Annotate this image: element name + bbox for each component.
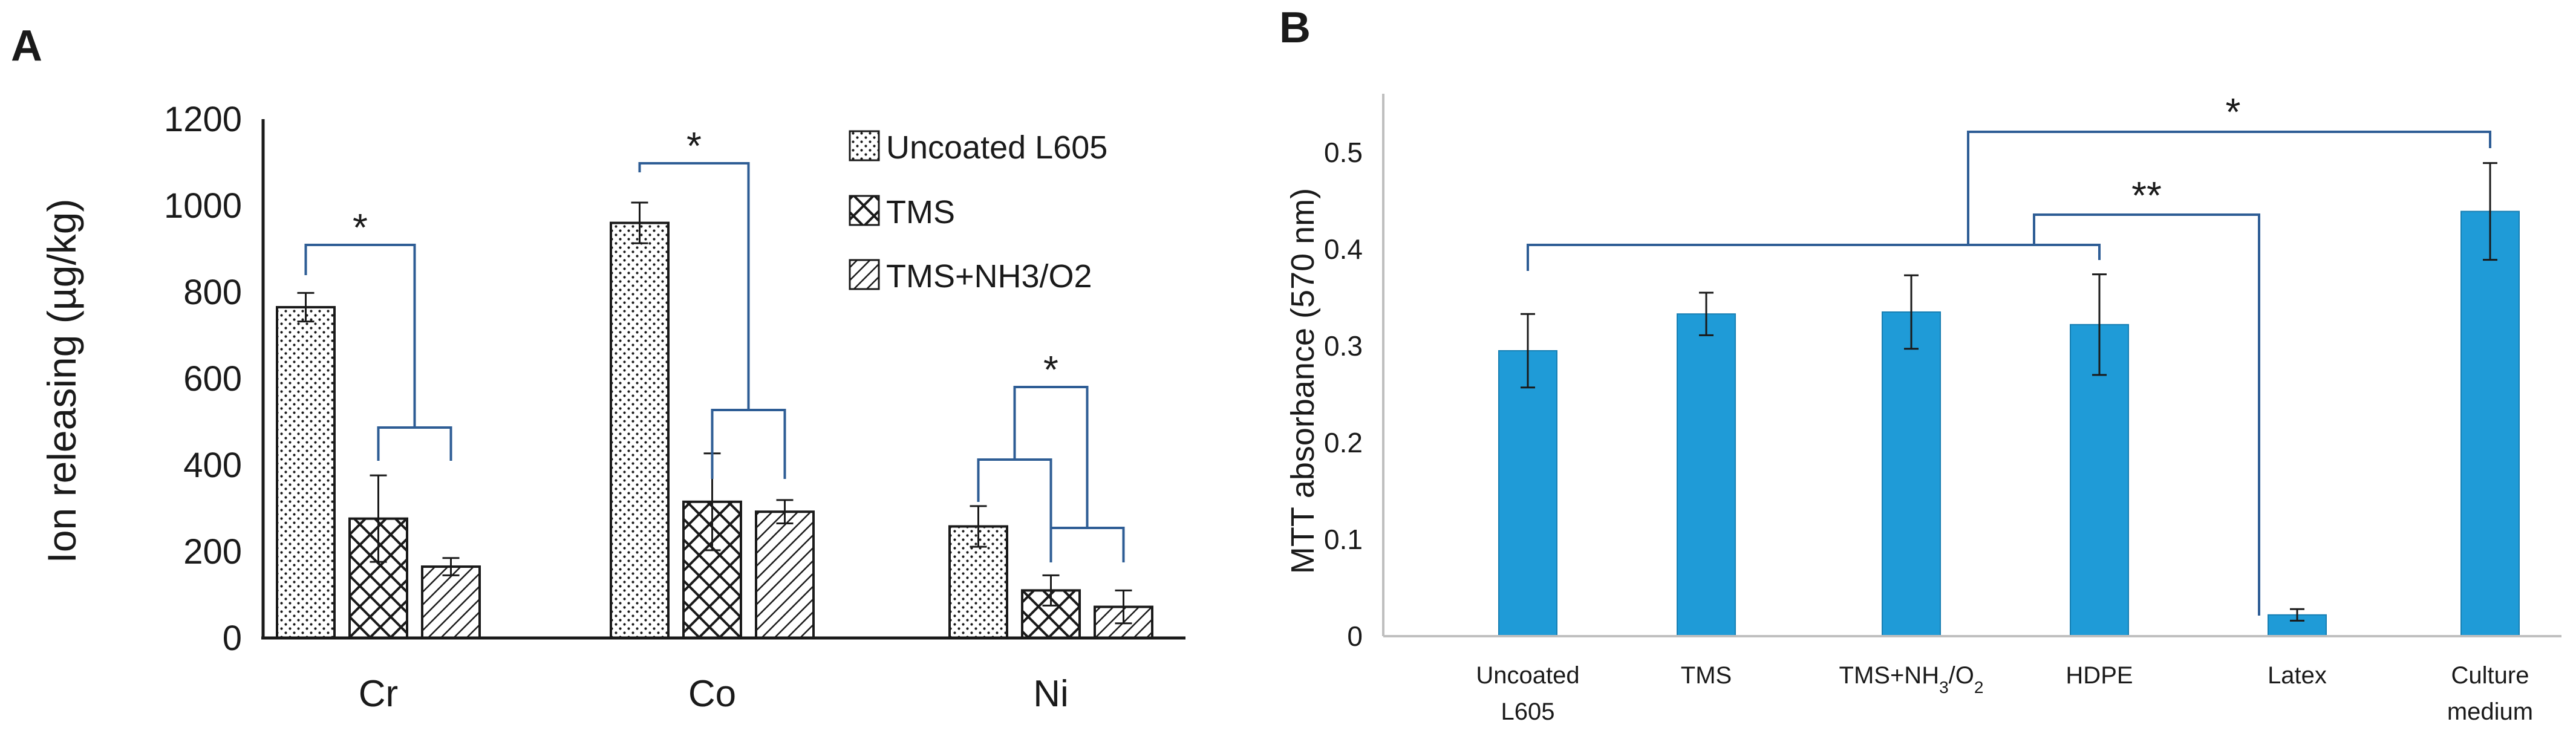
- legend-swatch: [849, 130, 880, 161]
- bar: [276, 306, 336, 639]
- significance-bracket: [1967, 131, 2491, 245]
- x-category-label: Ni: [1033, 673, 1069, 715]
- error-bar: [2290, 608, 2304, 622]
- x-category-label: Latex: [2268, 662, 2327, 689]
- panel-b-y-axis-title: MTT absorbance (570 nm): [1285, 188, 1321, 574]
- error-bar: [776, 499, 794, 525]
- significance-bracket: [638, 162, 750, 410]
- y-tick-label: 0.1: [1324, 524, 1363, 555]
- error-bar: [970, 505, 987, 548]
- bar: [755, 510, 815, 639]
- panel-b-label: B: [1279, 4, 1311, 52]
- error-bar: [1042, 574, 1060, 607]
- x-category-label: HDPE: [2066, 662, 2133, 689]
- significance-bracket: [1527, 244, 2101, 271]
- y-tick-label: 200: [183, 532, 242, 571]
- y-tick-label: 400: [183, 446, 242, 485]
- y-tick-label: 0: [1347, 620, 1363, 652]
- error-bar: [2483, 162, 2497, 261]
- y-tick-label: 800: [183, 273, 242, 312]
- significance-star: *: [1043, 348, 1058, 391]
- error-bar: [370, 474, 387, 563]
- legend-swatch: [849, 259, 880, 290]
- error-bar: [1115, 589, 1132, 625]
- y-tick-label: 0.3: [1324, 330, 1363, 362]
- panel-a: A Ion releasing (µg/kg) 0 200 400 600 800 100…: [11, 22, 1185, 715]
- panel-a-label: A: [11, 22, 42, 70]
- x-category-label: Culture: [2451, 662, 2529, 689]
- error-bar: [297, 291, 315, 323]
- error-bar: [1904, 274, 1919, 350]
- significance-bracket: [1013, 386, 1089, 528]
- significance-star: *: [353, 206, 368, 249]
- bar: [421, 565, 481, 640]
- x-category-label: TMS: [1681, 662, 1732, 689]
- significance-bracket: [377, 426, 452, 461]
- error-bar: [1521, 313, 1535, 389]
- y-tick-label: 1200: [164, 100, 242, 139]
- legend-label: TMS+NH3/O2: [886, 258, 1092, 295]
- significance-bracket: [1049, 527, 1125, 562]
- y-tick-label: 0: [223, 619, 242, 658]
- error-bar: [2092, 273, 2107, 376]
- legend-swatch: [849, 195, 880, 226]
- significance-bracket: [2033, 213, 2260, 616]
- bar: [1882, 311, 1941, 637]
- x-category-label: medium: [2447, 698, 2533, 725]
- significance-star: *: [2226, 90, 2241, 134]
- y-tick-label: 600: [183, 359, 242, 399]
- significance-star: *: [686, 124, 702, 168]
- bar: [2070, 324, 2129, 637]
- significance-star: **: [2131, 174, 2162, 217]
- significance-bracket: [304, 244, 416, 428]
- x-category-label: Cr: [359, 673, 398, 715]
- x-category-label: TMS+NH3/O2: [1839, 662, 1984, 697]
- bar: [1677, 313, 1736, 637]
- error-bar: [1699, 291, 1714, 336]
- y-tick-label: 0.2: [1324, 427, 1363, 458]
- legend-label: Uncoated L605: [886, 129, 1107, 166]
- y-tick-label: 0.4: [1324, 233, 1363, 265]
- error-bar: [442, 557, 460, 576]
- x-category-label: Uncoated: [1476, 662, 1579, 689]
- legend: Uncoated L605 TMS TMS+NH3/O2: [849, 129, 1107, 295]
- y-tick-label: 1000: [164, 186, 242, 226]
- legend-label: TMS: [886, 194, 955, 230]
- bar: [610, 221, 670, 640]
- bar: [1498, 350, 1557, 637]
- x-category-label: Co: [688, 673, 736, 715]
- significance-bracket: [711, 409, 786, 479]
- error-bar: [631, 201, 648, 244]
- panel-a-y-axis-title: Ion releasing (µg/kg): [39, 199, 84, 564]
- panel-b: B MTT absorbance (570 nm) 0 0.1 0.2 0.3 0.4 0…: [1279, 4, 2561, 725]
- x-category-label: L605: [1501, 698, 1555, 725]
- bar: [2460, 210, 2520, 637]
- y-tick-label: 0.5: [1324, 137, 1363, 168]
